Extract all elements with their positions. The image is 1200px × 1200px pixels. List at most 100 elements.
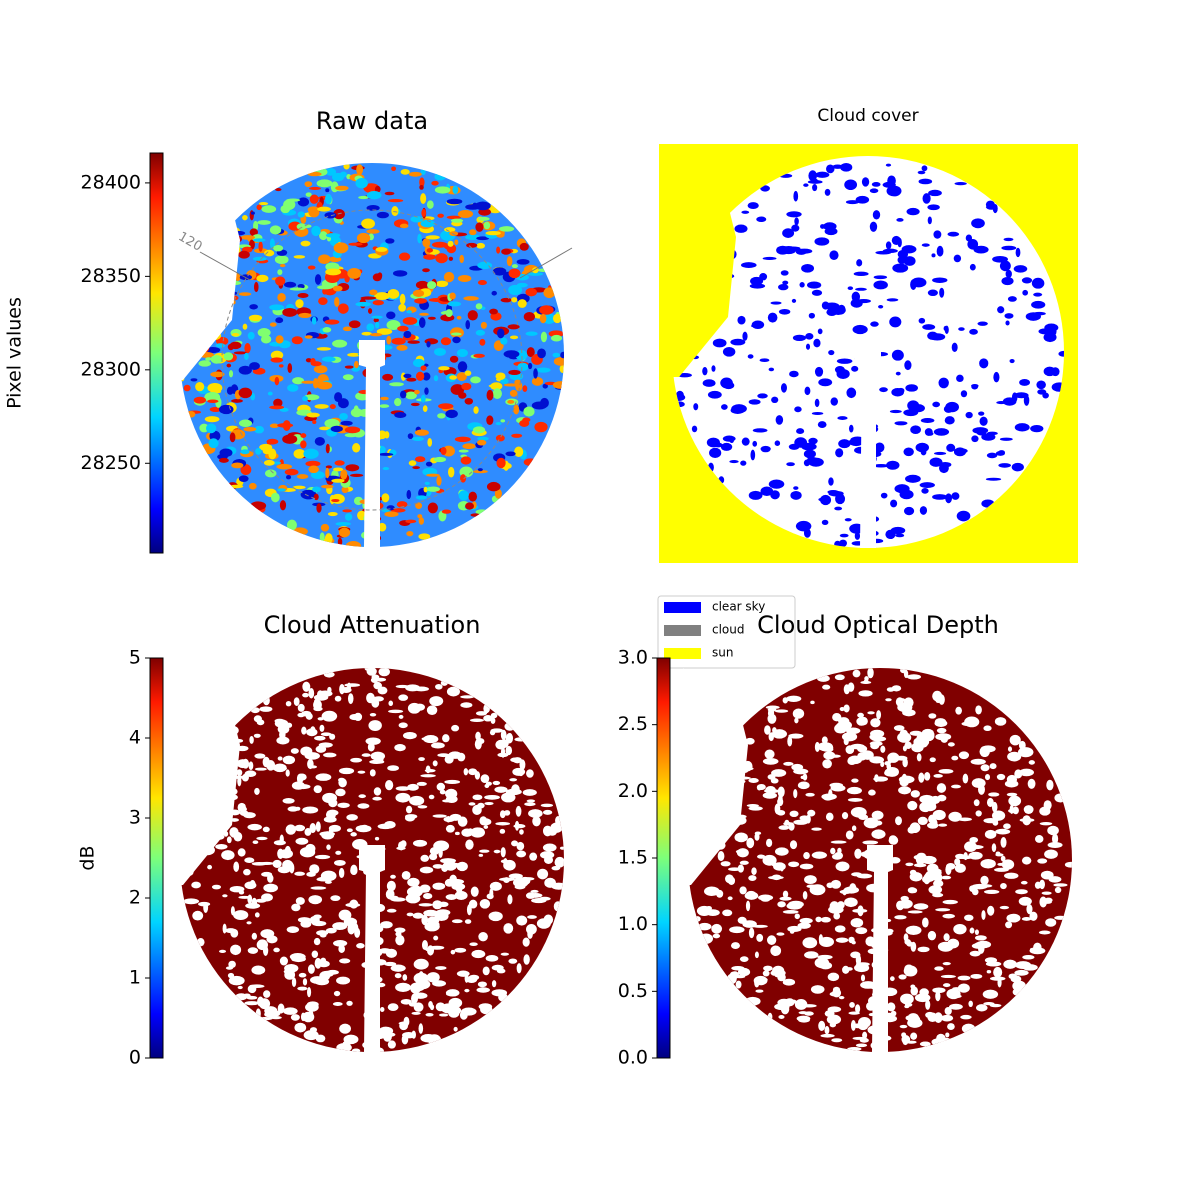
sky-spot <box>475 329 486 336</box>
sky-spot <box>205 357 212 361</box>
sky-spot <box>851 291 861 303</box>
sky-spot <box>249 735 254 744</box>
sky-spot <box>871 182 881 187</box>
sky-spot <box>890 1010 897 1017</box>
sky-spot <box>528 809 543 818</box>
sky-spot <box>470 376 481 384</box>
sky-spot <box>347 267 362 279</box>
sky-spot <box>500 859 509 864</box>
sky-spot <box>406 377 417 382</box>
sky-spot <box>532 267 539 274</box>
sky-spot <box>303 448 319 459</box>
sky-spot <box>415 280 429 289</box>
sky-spot <box>399 223 409 229</box>
sky-spot <box>427 1034 442 1046</box>
sky-spot <box>423 486 428 493</box>
sky-spot <box>291 336 303 345</box>
sky-spot <box>780 383 787 393</box>
sky-spot <box>981 910 986 920</box>
sky-spot <box>314 735 326 741</box>
sky-spot <box>945 864 952 875</box>
sky-spot <box>238 890 245 895</box>
sky-spot <box>258 998 271 1010</box>
sky-spot <box>1022 954 1035 960</box>
sky-spot <box>964 841 977 852</box>
sky-spot <box>954 863 966 873</box>
sky-spot <box>325 467 330 479</box>
sky-spot <box>500 952 510 956</box>
sky-spot <box>374 185 381 193</box>
sky-spot <box>847 1046 862 1052</box>
sky-spot <box>392 270 408 277</box>
sky-spot <box>337 398 349 409</box>
horizon-mask <box>683 668 748 885</box>
sky-spot <box>345 464 360 472</box>
sky-spot <box>484 794 500 800</box>
sky-spot <box>282 434 298 444</box>
sky-spot <box>210 371 225 378</box>
sky-spot <box>340 469 348 480</box>
sky-spot <box>431 241 448 248</box>
sky-spot <box>522 385 528 392</box>
sky-spot <box>391 337 406 345</box>
sky-spot <box>435 280 449 288</box>
sky-spot <box>1008 795 1022 807</box>
sky-spot <box>428 1001 433 1009</box>
sky-spot <box>249 228 258 237</box>
sky-spot <box>471 949 486 959</box>
sky-spot <box>222 894 228 898</box>
sky-spot <box>233 861 240 872</box>
sky-spot <box>729 438 734 443</box>
sky-spot <box>309 822 317 834</box>
sky-spot <box>887 757 892 764</box>
sky-spot <box>779 896 792 901</box>
sky-spot <box>463 296 479 301</box>
sky-spot <box>366 204 380 211</box>
sky-spot <box>307 986 312 998</box>
sky-spot <box>694 916 701 922</box>
sky-spot <box>829 250 839 261</box>
sky-spot <box>414 456 426 463</box>
sky-spot <box>1031 300 1046 309</box>
sky-spot <box>295 897 305 905</box>
sky-spot <box>420 365 427 371</box>
sky-spot <box>446 686 460 697</box>
sky-spot <box>774 1003 790 1011</box>
sky-spot <box>297 703 305 712</box>
sky-spot <box>1043 366 1056 377</box>
sky-spot <box>739 956 749 962</box>
sky-spot <box>779 862 785 872</box>
sky-spot <box>987 905 995 916</box>
sky-spot <box>1038 328 1052 335</box>
sky-spot <box>477 468 483 472</box>
sky-spot <box>1007 746 1013 752</box>
sky-spot <box>366 229 380 234</box>
sky-spot <box>251 932 258 940</box>
sky-spot <box>998 463 1012 468</box>
sky-spot <box>253 733 261 738</box>
sky-spot <box>319 831 336 837</box>
sky-spot <box>880 492 888 499</box>
sky-spot <box>405 814 418 819</box>
sky-spot <box>380 396 389 401</box>
sky-spot <box>836 358 853 364</box>
sky-spot <box>526 347 535 358</box>
sky-spot <box>432 814 447 818</box>
sky-spot <box>420 854 430 862</box>
sky-spot <box>1003 237 1014 242</box>
sky-spot <box>257 220 271 225</box>
sky-spot <box>305 358 312 363</box>
sky-spot <box>251 965 266 975</box>
sky-spot <box>862 1031 868 1039</box>
colorbar-tick-label: 3.0 <box>618 647 648 669</box>
sky-spot <box>458 392 467 399</box>
sky-spot <box>759 358 770 363</box>
sky-spot <box>821 736 828 744</box>
sky-spot <box>478 931 488 942</box>
sky-spot <box>954 181 967 186</box>
sky-spot <box>240 235 256 240</box>
sky-spot <box>792 334 807 341</box>
sky-spot <box>856 873 873 879</box>
sky-spot <box>295 784 311 790</box>
sky-spot <box>484 801 494 806</box>
